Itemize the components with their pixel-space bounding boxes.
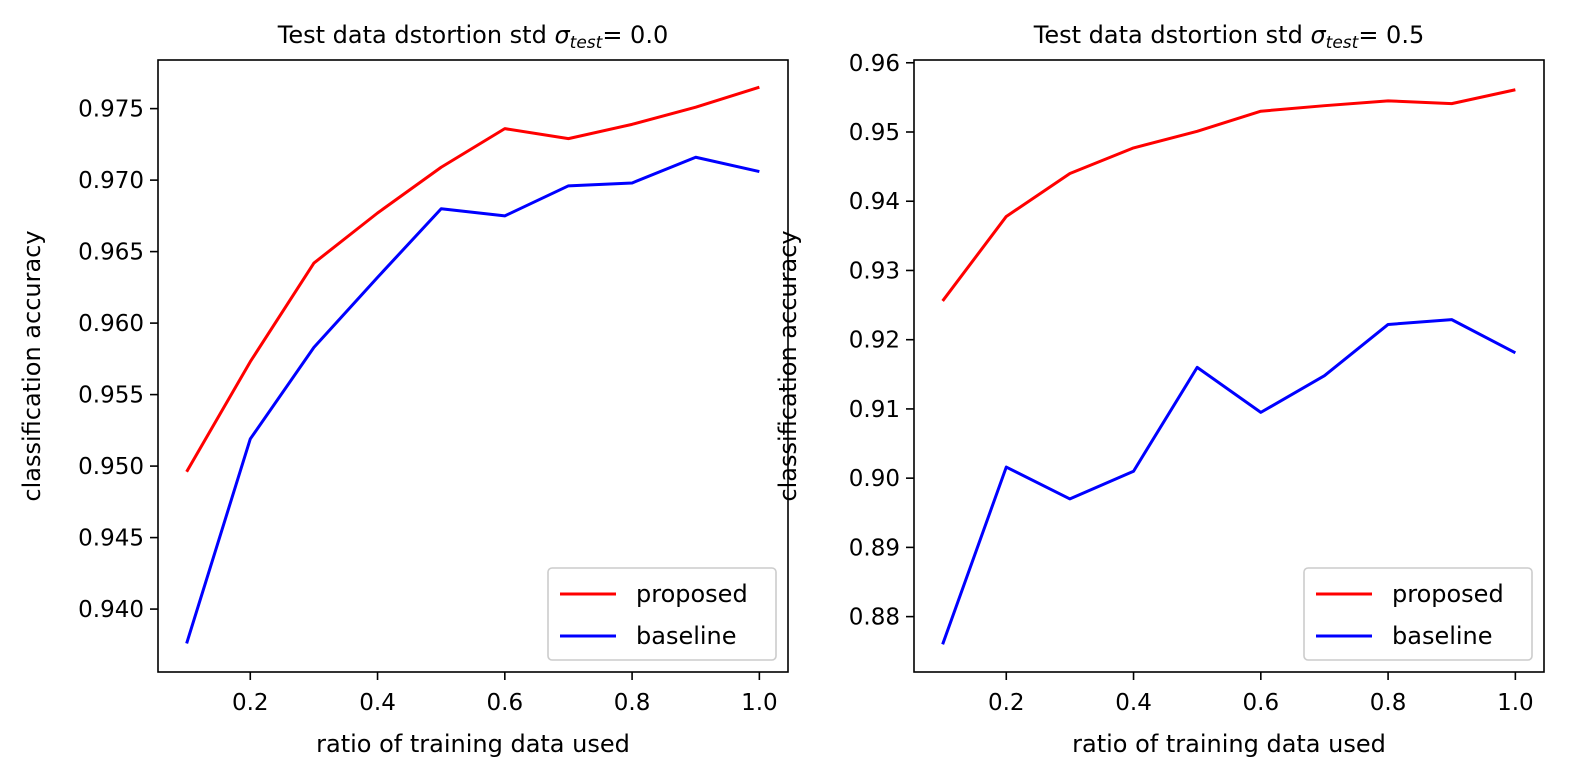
x-tick-label: 0.8: [614, 690, 651, 716]
plot-frame: [157, 59, 789, 673]
title-value: = 0.5: [1358, 21, 1424, 49]
title-subscript: test: [1326, 33, 1360, 53]
title-subscript: test: [570, 33, 604, 53]
y-tick-label: 0.960: [78, 311, 144, 337]
y-tick-label: 0.88: [849, 605, 900, 631]
y-tick-label: 0.975: [78, 97, 144, 123]
title-text: Test data dstortion std: [1033, 21, 1311, 49]
y-tick-label: 0.955: [78, 383, 144, 409]
left-chart: 0.2 0.4 0.6 0.8 1.0 0.940 0.945 0.950 0.955 0.960…: [18, 21, 789, 758]
y-axis-label: classification accuracy: [774, 230, 802, 501]
x-tick-label: 0.4: [1115, 690, 1152, 716]
title-sigma: σ: [1310, 21, 1326, 49]
x-tick-label: 1.0: [741, 690, 778, 716]
y-tick-label: 0.965: [78, 240, 144, 266]
x-tick-label: 0.8: [1370, 690, 1407, 716]
y-tick-label: 0.90: [849, 466, 900, 492]
y-tick-label: 0.94: [849, 189, 900, 215]
series-line-baseline: [185, 155, 760, 644]
right-chart: 0.2 0.4 0.6 0.8 1.0 0.88 0.89 0.90 0.91 0.92 0.93 0…: [774, 21, 1545, 758]
chart-title: Test data dstortion std σtest= 0.0: [277, 21, 668, 53]
title-text: Test data dstortion std: [277, 21, 555, 49]
x-tick-label: 0.2: [988, 690, 1025, 716]
y-tick-label: 0.93: [849, 258, 900, 284]
series-line-baseline: [941, 318, 1517, 645]
x-tick-label: 0.2: [232, 690, 269, 716]
legend-label-proposed: proposed: [1392, 580, 1504, 608]
title-value: = 0.0: [602, 21, 668, 49]
x-axis-label: ratio of training data used: [316, 730, 630, 758]
legend-label-proposed: proposed: [636, 580, 748, 608]
x-tick-label: 0.4: [359, 690, 396, 716]
y-tick-label: 0.950: [78, 454, 144, 480]
y-tick-label: 0.970: [78, 168, 144, 194]
y-tick-label: 0.945: [78, 526, 144, 552]
title-sigma: σ: [554, 21, 570, 49]
y-tick-label: 0.92: [849, 328, 900, 354]
x-tick-label: 0.6: [487, 690, 524, 716]
x-tick-label: 1.0: [1497, 690, 1534, 716]
plot-frame: [913, 59, 1545, 673]
legend-label-baseline: baseline: [636, 622, 737, 650]
y-tick-label: 0.89: [849, 535, 900, 561]
series-line-proposed: [941, 88, 1516, 302]
x-axis-label: ratio of training data used: [1072, 730, 1386, 758]
y-axis-label: classification accuracy: [18, 230, 46, 501]
y-tick-label: 0.96: [849, 51, 900, 77]
x-tick-label: 0.6: [1243, 690, 1280, 716]
legend-label-baseline: baseline: [1392, 622, 1493, 650]
chart-title: Test data dstortion std σtest= 0.5: [1033, 21, 1424, 53]
y-tick-label: 0.91: [849, 397, 900, 423]
series-line-proposed: [185, 85, 760, 473]
y-tick-label: 0.940: [78, 597, 144, 623]
y-tick-label: 0.95: [849, 120, 900, 146]
